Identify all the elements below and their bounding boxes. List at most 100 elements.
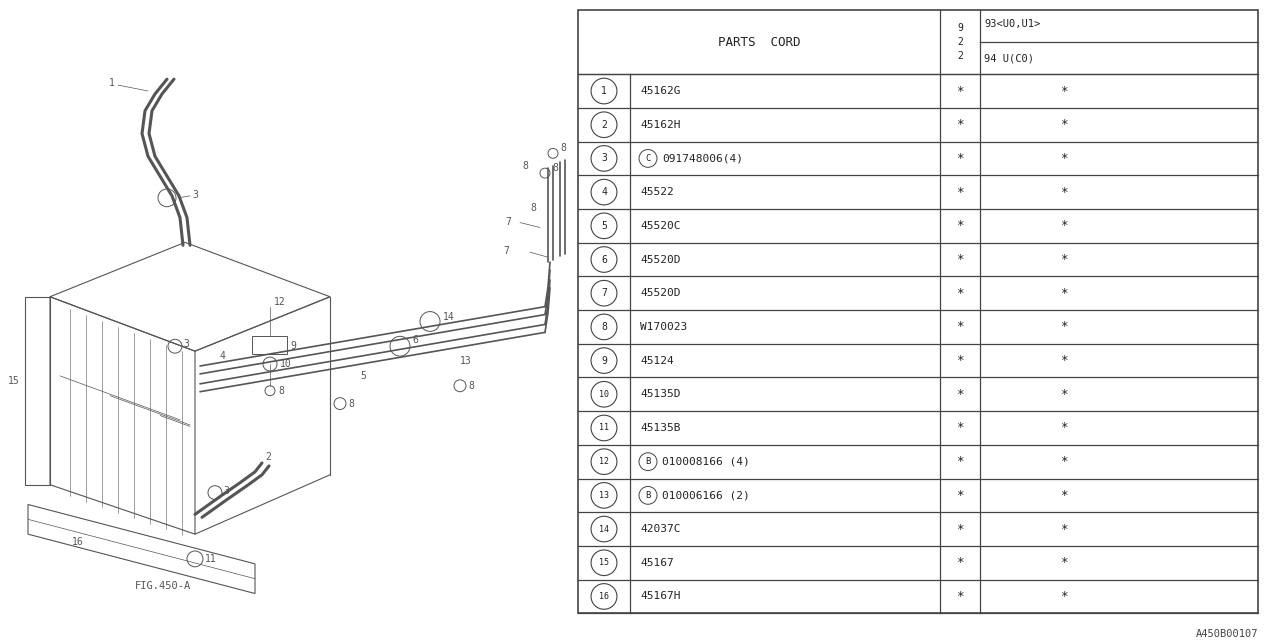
Text: 8: 8 xyxy=(348,399,353,408)
Text: 7: 7 xyxy=(602,288,607,298)
Text: 45520D: 45520D xyxy=(640,288,681,298)
Text: 45520D: 45520D xyxy=(640,255,681,264)
Bar xyxy=(579,10,1258,613)
Text: 15: 15 xyxy=(8,376,19,386)
Text: *: * xyxy=(956,321,964,333)
Text: B: B xyxy=(645,457,650,466)
Text: 5: 5 xyxy=(360,371,366,381)
Text: 10: 10 xyxy=(280,359,292,369)
Text: *: * xyxy=(956,455,964,468)
Text: 10: 10 xyxy=(599,390,609,399)
Text: *: * xyxy=(956,354,964,367)
Text: 8: 8 xyxy=(278,386,284,396)
Text: 6: 6 xyxy=(412,335,417,346)
Text: PARTS  CORD: PARTS CORD xyxy=(718,36,800,49)
Text: 5: 5 xyxy=(602,221,607,231)
Text: *: * xyxy=(956,523,964,536)
Bar xyxy=(252,337,287,354)
Text: 45162H: 45162H xyxy=(640,120,681,130)
Text: 94 U(C0): 94 U(C0) xyxy=(984,53,1034,63)
Text: 9: 9 xyxy=(957,23,963,33)
Text: 7: 7 xyxy=(506,216,511,227)
Text: 11: 11 xyxy=(599,424,609,433)
Text: 091748006(4): 091748006(4) xyxy=(662,154,742,163)
Text: 6: 6 xyxy=(602,255,607,264)
Text: 93<U0,U1>: 93<U0,U1> xyxy=(984,19,1041,29)
Text: 7: 7 xyxy=(503,246,509,256)
Text: *: * xyxy=(1060,489,1068,502)
Text: 45520C: 45520C xyxy=(640,221,681,231)
Text: W170023: W170023 xyxy=(640,322,687,332)
Text: *: * xyxy=(1060,152,1068,165)
Text: 11: 11 xyxy=(205,554,216,564)
Text: 45167H: 45167H xyxy=(640,591,681,602)
Text: 3: 3 xyxy=(192,190,198,200)
Text: *: * xyxy=(1060,186,1068,198)
Text: 12: 12 xyxy=(599,457,609,466)
Text: 45522: 45522 xyxy=(640,187,673,197)
Text: 8: 8 xyxy=(552,163,558,173)
Text: 2: 2 xyxy=(265,452,271,462)
Text: *: * xyxy=(1060,118,1068,131)
Text: FIG.450-A: FIG.450-A xyxy=(134,580,191,591)
Text: *: * xyxy=(956,590,964,603)
Text: 45124: 45124 xyxy=(640,356,673,365)
Text: 16: 16 xyxy=(599,592,609,601)
Text: 45167: 45167 xyxy=(640,557,673,568)
Text: 1: 1 xyxy=(602,86,607,96)
Text: *: * xyxy=(956,422,964,435)
Text: 2: 2 xyxy=(602,120,607,130)
Text: 45135B: 45135B xyxy=(640,423,681,433)
Text: 16: 16 xyxy=(72,537,83,547)
Text: 010006166 (2): 010006166 (2) xyxy=(662,490,750,500)
Text: 3: 3 xyxy=(602,154,607,163)
Text: 4: 4 xyxy=(220,351,225,361)
Text: *: * xyxy=(1060,321,1068,333)
Text: 2: 2 xyxy=(957,37,963,47)
Text: *: * xyxy=(956,287,964,300)
Text: B: B xyxy=(645,491,650,500)
Text: 8: 8 xyxy=(602,322,607,332)
Text: *: * xyxy=(1060,590,1068,603)
Text: *: * xyxy=(956,84,964,97)
Text: *: * xyxy=(1060,422,1068,435)
Text: 14: 14 xyxy=(599,525,609,534)
Text: *: * xyxy=(1060,455,1068,468)
Text: *: * xyxy=(956,388,964,401)
Text: A450B00107: A450B00107 xyxy=(1196,629,1258,639)
Text: *: * xyxy=(956,253,964,266)
Text: 3: 3 xyxy=(223,486,229,495)
Text: 010008166 (4): 010008166 (4) xyxy=(662,457,750,467)
Text: 8: 8 xyxy=(468,381,474,391)
Text: 12: 12 xyxy=(274,297,285,307)
Text: *: * xyxy=(1060,253,1068,266)
Text: C: C xyxy=(645,154,650,163)
Text: *: * xyxy=(956,152,964,165)
Text: *: * xyxy=(956,556,964,569)
Text: *: * xyxy=(1060,220,1068,232)
Text: 1: 1 xyxy=(109,78,115,88)
Text: 8: 8 xyxy=(530,203,536,212)
Text: 4: 4 xyxy=(602,187,607,197)
Text: *: * xyxy=(956,489,964,502)
Text: 9: 9 xyxy=(291,341,296,351)
Text: *: * xyxy=(956,118,964,131)
Text: 13: 13 xyxy=(460,356,472,366)
Text: 3: 3 xyxy=(183,339,189,349)
Text: 9: 9 xyxy=(602,356,607,365)
Text: 2: 2 xyxy=(957,51,963,61)
Text: *: * xyxy=(1060,388,1068,401)
Text: *: * xyxy=(1060,556,1068,569)
Text: *: * xyxy=(1060,287,1068,300)
Text: 13: 13 xyxy=(599,491,609,500)
Text: 14: 14 xyxy=(443,312,454,321)
Text: 45135D: 45135D xyxy=(640,389,681,399)
Text: *: * xyxy=(1060,523,1068,536)
Text: *: * xyxy=(1060,84,1068,97)
Text: 8: 8 xyxy=(522,161,527,171)
Text: *: * xyxy=(1060,354,1068,367)
Text: 45162G: 45162G xyxy=(640,86,681,96)
Text: 42037C: 42037C xyxy=(640,524,681,534)
Text: *: * xyxy=(956,186,964,198)
Text: 15: 15 xyxy=(599,558,609,567)
